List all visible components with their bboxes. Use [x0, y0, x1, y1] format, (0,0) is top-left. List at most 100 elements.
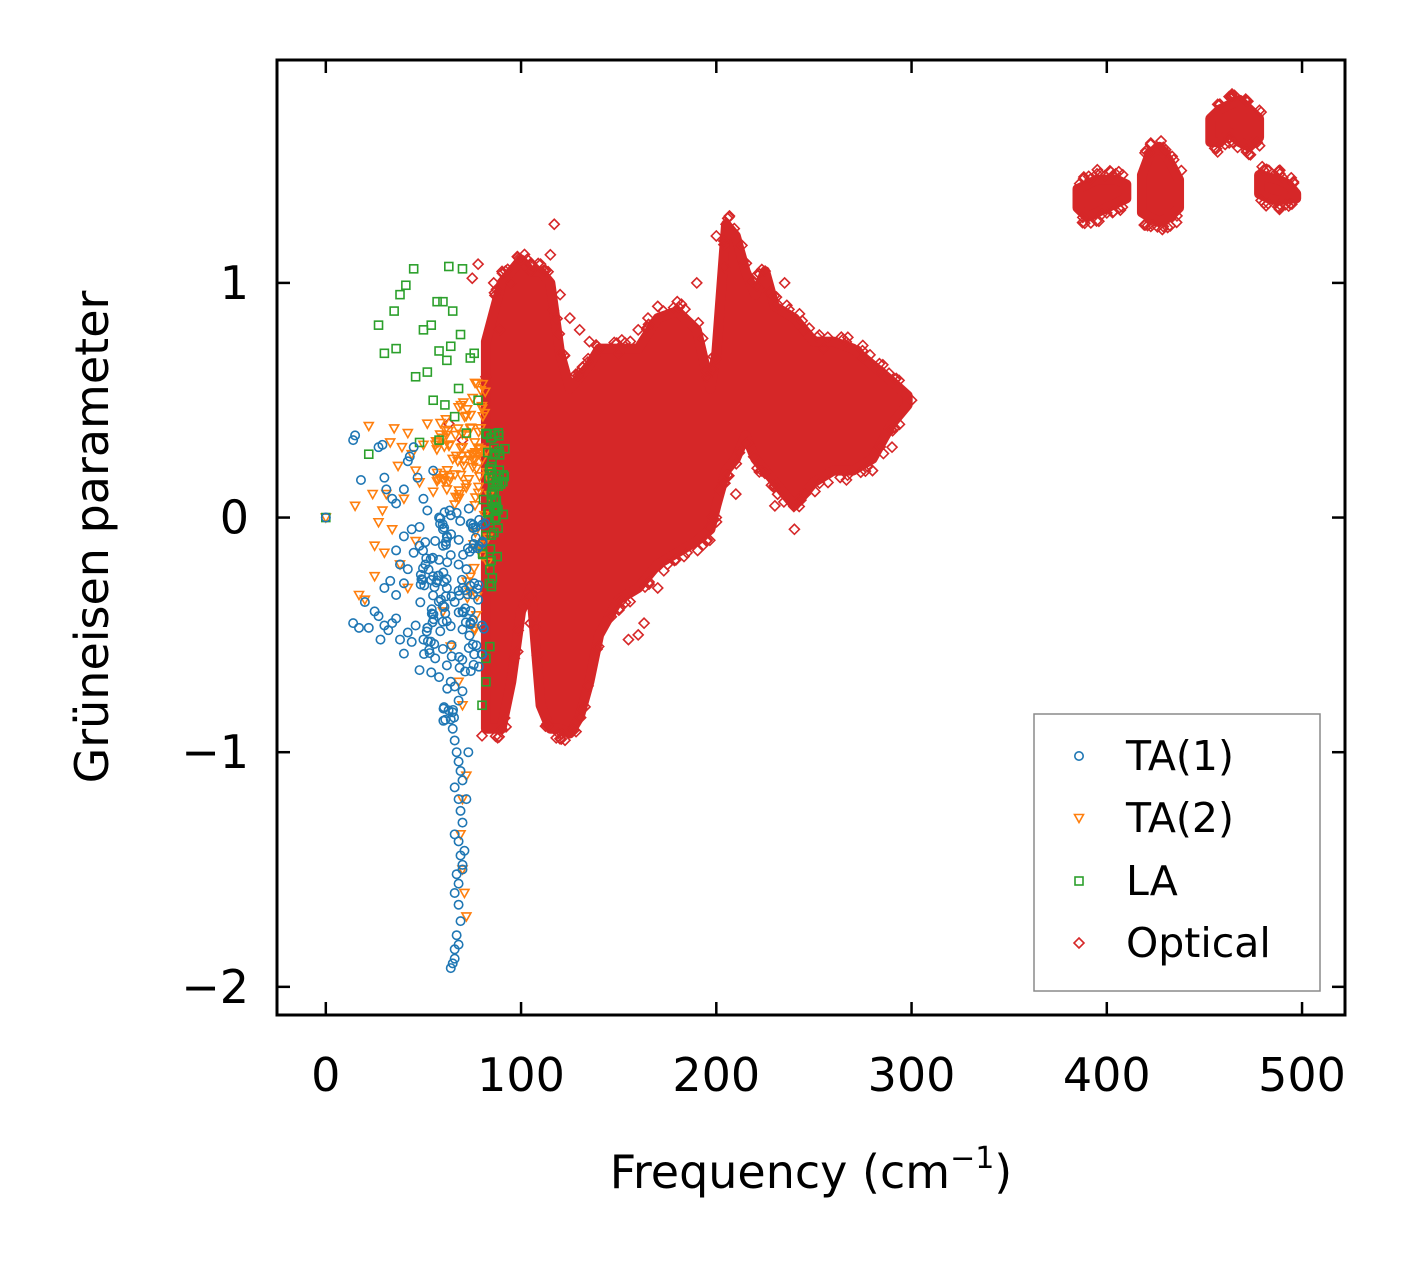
data-point [379, 348, 390, 359]
data-point [461, 404, 474, 416]
data-point [489, 450, 500, 460]
data-point [548, 218, 561, 231]
data-point [410, 371, 421, 382]
data-point [675, 298, 688, 311]
data-point [395, 289, 405, 300]
data-point [457, 817, 468, 828]
data-point [817, 342, 830, 355]
data-point [1175, 164, 1188, 177]
data-point [491, 495, 502, 506]
data-point [768, 479, 781, 492]
data-point [446, 640, 457, 651]
data-point [457, 864, 468, 875]
data-point [1076, 216, 1089, 229]
data-point [350, 430, 361, 441]
data-point [457, 461, 470, 472]
data-point [476, 454, 489, 466]
data-point [553, 288, 567, 301]
data-point [461, 564, 472, 575]
data-point [1208, 142, 1221, 155]
x-tick-label: 200 [672, 1048, 760, 1102]
data-point [1138, 146, 1152, 160]
data-point [771, 488, 784, 501]
data-point [418, 634, 429, 645]
data-point [460, 912, 473, 923]
data-point [437, 433, 449, 444]
data-point [1240, 143, 1253, 156]
data-point [395, 634, 406, 645]
data-point [391, 498, 402, 509]
data-point [427, 617, 438, 628]
data-point [552, 727, 565, 740]
data-point [459, 845, 470, 856]
data-point [409, 466, 422, 477]
data-point [424, 648, 435, 659]
data-point [456, 574, 467, 585]
data-point [618, 336, 632, 349]
data-point [464, 546, 475, 557]
data-point [1166, 150, 1179, 163]
data-point [484, 578, 495, 589]
data-point [498, 711, 511, 725]
data-point [1213, 98, 1226, 111]
data-point [798, 323, 811, 336]
data-point [446, 454, 459, 466]
data-point [583, 335, 596, 348]
data-point [485, 544, 496, 554]
data-point [821, 331, 834, 344]
data-point [376, 506, 389, 517]
data-point [555, 732, 568, 746]
data-point [1285, 197, 1299, 211]
data-point [1257, 164, 1270, 177]
data-point [488, 286, 501, 299]
legend-label: Optical [1126, 919, 1271, 967]
data-point [469, 493, 482, 504]
data-point [368, 571, 381, 583]
data-point [419, 649, 430, 660]
data-point [432, 296, 442, 307]
data-point [372, 517, 385, 529]
data-point [391, 613, 402, 624]
data-point [449, 735, 460, 746]
data-point [834, 471, 847, 484]
data-point [1285, 171, 1298, 184]
data-point [486, 555, 496, 566]
data-point [486, 530, 497, 540]
data-point [495, 265, 509, 278]
data-point [1253, 139, 1266, 152]
data-point [1159, 143, 1172, 156]
data-point [863, 348, 877, 362]
data-point [380, 489, 393, 501]
y-tick-label: 0 [220, 491, 249, 545]
data-point [420, 559, 431, 570]
data-point [438, 476, 451, 487]
data-point [1222, 90, 1236, 103]
data-point [455, 451, 468, 463]
data-point [441, 531, 452, 542]
data-point [428, 465, 439, 476]
data-point [466, 449, 478, 461]
data-point [410, 620, 421, 631]
data-point [508, 652, 521, 665]
data-point [460, 431, 473, 442]
data-point [489, 443, 499, 454]
data-point [408, 547, 419, 558]
data-point [463, 747, 474, 758]
data-point [1144, 136, 1157, 150]
x-tick-label: 500 [1258, 1048, 1346, 1102]
data-point [437, 616, 448, 627]
data-point [487, 276, 500, 290]
points-layer [319, 87, 1302, 974]
data-point [468, 563, 480, 575]
data-point [428, 395, 438, 406]
data-point [445, 550, 456, 561]
data-point [469, 455, 481, 466]
data-point [710, 511, 723, 524]
data-point [415, 597, 426, 608]
data-point [615, 595, 628, 608]
data-point [431, 474, 444, 486]
data-point [453, 534, 464, 545]
data-point [498, 476, 508, 487]
data-point [460, 479, 473, 491]
data-point [794, 494, 808, 507]
